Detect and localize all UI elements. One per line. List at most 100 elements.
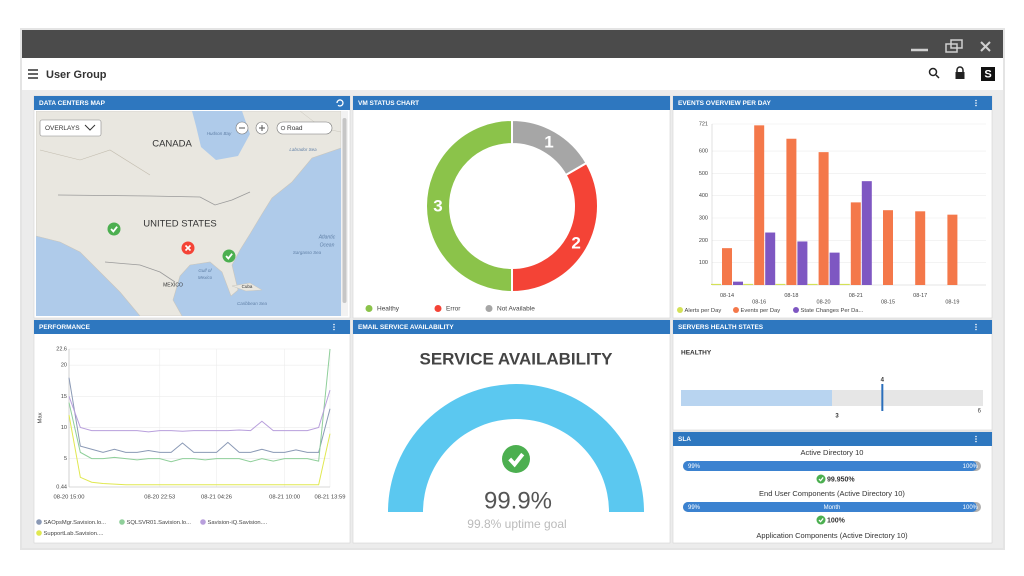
legend-swatch [365, 305, 373, 312]
x-tick-label: 08-19 [945, 299, 959, 305]
x-tick-label: 08-20 [817, 299, 831, 305]
legend-label: Healthy [377, 306, 400, 313]
legend-swatch [119, 519, 125, 525]
menu-dot [975, 99, 977, 102]
x-tick-label: 6 [978, 409, 982, 415]
panel-header [673, 96, 992, 110]
map-label: Mexico [198, 275, 213, 280]
x-tick-label: 08-18 [784, 293, 798, 299]
page-title: User Group [46, 69, 107, 81]
bar [818, 152, 829, 285]
bar [829, 252, 840, 285]
bar [947, 214, 958, 285]
bar [883, 210, 893, 285]
restore-button[interactable] [945, 39, 963, 53]
menu-dot [333, 328, 335, 331]
x-tick-label: 08-20 15:00 [54, 495, 85, 501]
y-tick-label: 20 [61, 363, 67, 369]
menu-button[interactable] [28, 69, 38, 79]
availability-gauge [388, 384, 644, 512]
logo-box[interactable] [981, 67, 995, 81]
y-axis-label: Max [38, 412, 44, 423]
donut-label: 2 [571, 233, 580, 252]
x-tick-label: 08-15 [881, 299, 895, 305]
check-icon [816, 474, 826, 484]
map-label: MEXICO [163, 282, 183, 288]
legend-label: State Changes Per Da... [801, 308, 864, 314]
panel-title: EVENTS OVERVIEW PER DAY [678, 100, 771, 107]
bar [733, 281, 743, 285]
map-scroll-thumb [342, 118, 347, 303]
menu-dot [975, 104, 977, 107]
sla-name: End User Components (Active Directory 10… [759, 489, 905, 498]
x-tick-label: 08-21 [849, 293, 863, 299]
y-tick-label: 721 [699, 121, 708, 127]
logo: S [984, 68, 991, 80]
map-label: Hudson Bay [207, 131, 232, 136]
sla-max: 100% [963, 464, 979, 470]
y-tick-label: 100 [699, 260, 708, 266]
map-label: UNITED STATES [143, 219, 217, 230]
menu-dot [975, 440, 977, 443]
sla-max: 100% [963, 505, 979, 511]
check-icon [107, 222, 121, 236]
panel-header [34, 320, 350, 334]
legend-swatch [677, 307, 683, 313]
check-icon [222, 249, 236, 263]
map-label: Cuba [242, 284, 253, 289]
x-tick-label: 08-17 [913, 293, 927, 299]
x-tick-label: 08-16 [752, 299, 766, 305]
menu-dot [975, 328, 977, 331]
y-tick-label: 22.6 [56, 346, 67, 352]
lock-button[interactable] [955, 66, 965, 79]
x-tick-label: 08-21 04:26 [201, 495, 232, 501]
map-search[interactable] [276, 121, 333, 135]
search-button[interactable] [928, 67, 940, 79]
x-tick-label: 08-21 13:59 [315, 495, 346, 501]
panel [672, 319, 993, 431]
menu-dot [333, 326, 335, 328]
map-water-hudson [192, 111, 250, 160]
panel-header [353, 96, 670, 110]
donut-label: 3 [433, 196, 442, 215]
panel-header [673, 320, 992, 334]
bar [754, 125, 765, 285]
sla-min: 99% [688, 505, 701, 511]
map-land [36, 111, 341, 316]
bar [915, 211, 926, 285]
panel-title: SLA [678, 436, 691, 443]
y-tick-label: 200 [699, 238, 708, 244]
error-mark [184, 244, 192, 252]
check-mark [818, 477, 824, 482]
y-tick-label: 5 [64, 456, 67, 462]
bar [850, 202, 861, 285]
bar [839, 283, 850, 285]
map-label: Atlantic [318, 234, 336, 240]
donut-segment [511, 118, 588, 177]
y-tick-label: 10 [61, 425, 67, 431]
check-mark [225, 253, 233, 260]
sla-bar [683, 461, 977, 471]
legend-label: Events per Day [741, 308, 781, 314]
zoom-in-icon [259, 125, 265, 131]
sla-min: 99% [688, 464, 701, 470]
map-road [39, 149, 151, 176]
legend-label: SupportLab.Savision.... [44, 531, 104, 537]
panel-title: SERVERS HEALTH STATES [678, 324, 764, 331]
legend-swatch [485, 305, 493, 312]
map-label: Labrador Sea [289, 147, 317, 152]
y-tick-label: 15 [61, 394, 67, 400]
panel [672, 431, 993, 544]
health-target-label: 4 [881, 378, 885, 384]
overlays-button[interactable] [39, 119, 102, 137]
health-bar [681, 390, 832, 406]
refresh-button[interactable] [336, 99, 344, 107]
panel-title: DATA CENTERS MAP [39, 100, 106, 107]
menu-dot [975, 326, 977, 328]
overlays-chevron [84, 124, 96, 131]
legend-swatch [36, 530, 42, 536]
close-button[interactable] [980, 41, 991, 52]
x-tick-label: 08-21 10:00 [269, 495, 300, 501]
